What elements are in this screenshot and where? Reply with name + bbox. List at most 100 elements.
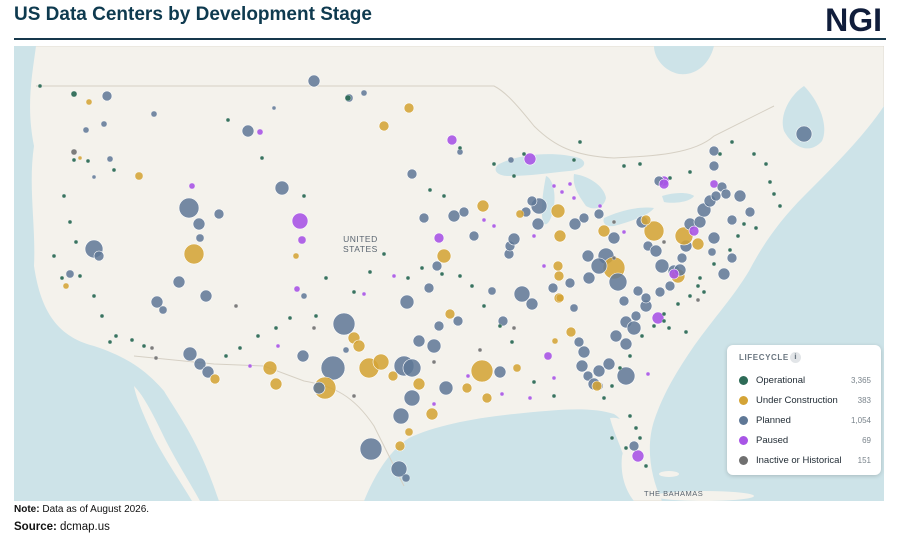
- data-center-marker[interactable]: [209, 373, 221, 385]
- data-center-marker[interactable]: [559, 189, 565, 195]
- data-center-marker[interactable]: [433, 232, 445, 244]
- data-center-marker[interactable]: [292, 252, 300, 260]
- data-center-marker[interactable]: [342, 346, 350, 354]
- data-center-marker[interactable]: [172, 275, 186, 289]
- data-center-marker[interactable]: [708, 160, 720, 172]
- data-center-marker[interactable]: [711, 261, 717, 267]
- data-center-marker[interactable]: [332, 312, 356, 336]
- data-center-marker[interactable]: [664, 280, 676, 292]
- data-center-marker[interactable]: [158, 305, 168, 315]
- data-center-marker[interactable]: [582, 370, 594, 382]
- data-center-marker[interactable]: [213, 208, 225, 220]
- data-center-marker[interactable]: [183, 243, 205, 265]
- data-center-marker[interactable]: [150, 295, 164, 309]
- data-center-marker[interactable]: [531, 217, 545, 231]
- data-center-marker[interactable]: [623, 445, 629, 451]
- data-center-marker[interactable]: [313, 313, 319, 319]
- data-center-marker[interactable]: [661, 318, 667, 324]
- data-center-marker[interactable]: [621, 229, 627, 235]
- data-center-marker[interactable]: [296, 349, 310, 363]
- data-center-marker[interactable]: [608, 272, 628, 292]
- data-center-marker[interactable]: [481, 303, 487, 309]
- data-center-marker[interactable]: [351, 393, 357, 399]
- data-center-marker[interactable]: [509, 339, 515, 345]
- data-center-marker[interactable]: [394, 440, 406, 452]
- data-center-marker[interactable]: [616, 366, 636, 386]
- data-center-marker[interactable]: [637, 161, 643, 167]
- data-center-marker[interactable]: [404, 427, 414, 437]
- data-center-marker[interactable]: [491, 161, 497, 167]
- data-center-marker[interactable]: [403, 389, 421, 407]
- legend-item-planned[interactable]: Planned 1,054: [739, 412, 871, 428]
- data-center-marker[interactable]: [565, 326, 577, 338]
- data-center-marker[interactable]: [511, 325, 517, 331]
- data-center-marker[interactable]: [67, 219, 73, 225]
- data-center-marker[interactable]: [564, 277, 576, 289]
- data-center-marker[interactable]: [149, 345, 155, 351]
- data-center-marker[interactable]: [578, 212, 590, 224]
- data-center-marker[interactable]: [701, 289, 707, 295]
- data-center-marker[interactable]: [465, 373, 471, 379]
- data-center-marker[interactable]: [497, 315, 509, 327]
- data-center-marker[interactable]: [360, 89, 368, 97]
- data-center-marker[interactable]: [795, 125, 813, 143]
- data-center-marker[interactable]: [687, 169, 693, 175]
- data-center-marker[interactable]: [609, 383, 615, 389]
- data-center-marker[interactable]: [481, 392, 493, 404]
- data-center-marker[interactable]: [643, 220, 665, 242]
- data-center-marker[interactable]: [59, 275, 65, 281]
- data-center-marker[interactable]: [695, 283, 701, 289]
- data-center-marker[interactable]: [640, 292, 652, 304]
- data-center-marker[interactable]: [507, 232, 521, 246]
- data-center-marker[interactable]: [526, 195, 538, 207]
- data-center-marker[interactable]: [153, 355, 159, 361]
- data-center-marker[interactable]: [275, 343, 281, 349]
- data-center-marker[interactable]: [427, 187, 433, 193]
- data-center-marker[interactable]: [182, 346, 198, 362]
- data-center-marker[interactable]: [447, 209, 461, 223]
- data-center-marker[interactable]: [273, 325, 279, 331]
- data-center-marker[interactable]: [423, 282, 435, 294]
- data-center-marker[interactable]: [627, 413, 633, 419]
- data-center-marker[interactable]: [85, 98, 93, 106]
- data-center-marker[interactable]: [444, 308, 456, 320]
- data-center-marker[interactable]: [431, 260, 443, 272]
- data-center-marker[interactable]: [438, 380, 454, 396]
- data-center-marker[interactable]: [513, 285, 531, 303]
- data-center-marker[interactable]: [401, 473, 411, 483]
- data-center-marker[interactable]: [51, 253, 57, 259]
- data-center-marker[interactable]: [141, 343, 147, 349]
- data-center-marker[interactable]: [637, 435, 643, 441]
- data-center-marker[interactable]: [707, 231, 721, 245]
- data-center-marker[interactable]: [654, 258, 670, 274]
- data-center-marker[interactable]: [481, 217, 487, 223]
- data-center-marker[interactable]: [651, 323, 657, 329]
- data-center-marker[interactable]: [550, 203, 566, 219]
- data-center-marker[interactable]: [378, 120, 390, 132]
- data-center-marker[interactable]: [675, 301, 681, 307]
- data-center-marker[interactable]: [477, 347, 483, 353]
- data-center-marker[interactable]: [597, 203, 603, 209]
- data-center-marker[interactable]: [630, 310, 642, 322]
- data-center-marker[interactable]: [592, 364, 606, 378]
- data-center-marker[interactable]: [150, 110, 158, 118]
- data-center-marker[interactable]: [707, 247, 717, 257]
- data-center-marker[interactable]: [402, 358, 422, 378]
- data-center-marker[interactable]: [111, 167, 117, 173]
- data-center-marker[interactable]: [617, 365, 623, 371]
- data-center-marker[interactable]: [446, 134, 458, 146]
- data-center-marker[interactable]: [106, 155, 114, 163]
- data-center-marker[interactable]: [628, 440, 640, 452]
- data-center-marker[interactable]: [85, 158, 91, 164]
- data-center-marker[interactable]: [412, 377, 426, 391]
- data-center-marker[interactable]: [581, 249, 595, 263]
- data-center-marker[interactable]: [431, 401, 437, 407]
- data-center-marker[interactable]: [223, 353, 229, 359]
- data-center-marker[interactable]: [661, 311, 667, 317]
- data-center-marker[interactable]: [312, 381, 326, 395]
- data-center-marker[interactable]: [297, 235, 307, 245]
- data-center-markers[interactable]: [37, 74, 813, 483]
- legend-item-paused[interactable]: Paused 69: [739, 432, 871, 448]
- data-center-marker[interactable]: [469, 283, 475, 289]
- data-center-marker[interactable]: [547, 282, 559, 294]
